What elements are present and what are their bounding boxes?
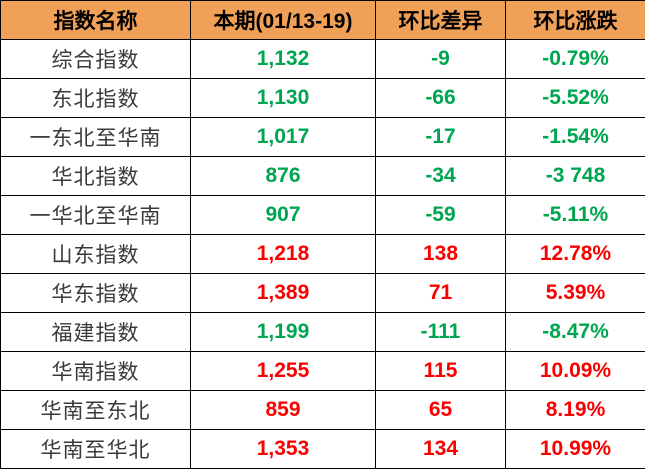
cell-mom-difference: -66 (376, 79, 506, 118)
cell-mom-change: -0.79% (506, 40, 645, 79)
cell-mom-change: 8.19% (506, 391, 645, 430)
cell-mom-difference: 65 (376, 391, 506, 430)
cell-mom-difference: 138 (376, 235, 506, 274)
cell-mom-change: -3 748 (506, 157, 645, 196)
cell-mom-difference: -111 (376, 313, 506, 352)
column-header-current-period: 本期(01/13-19) (191, 1, 376, 40)
cell-current-period: 1,130 (191, 79, 376, 118)
cell-index-name: 东北指数 (1, 79, 191, 118)
cell-mom-difference: 71 (376, 274, 506, 313)
cell-current-period: 1,017 (191, 118, 376, 157)
cell-index-name: 华东指数 (1, 274, 191, 313)
cell-mom-difference: -17 (376, 118, 506, 157)
cell-current-period: 876 (191, 157, 376, 196)
cell-index-name: 一华北至华南 (1, 196, 191, 235)
cell-index-name: 福建指数 (1, 313, 191, 352)
cell-current-period: 1,389 (191, 274, 376, 313)
cell-mom-change: 12.78% (506, 235, 645, 274)
cell-mom-change: -5.52% (506, 79, 645, 118)
cell-mom-difference: 134 (376, 430, 506, 469)
cell-mom-change: -1.54% (506, 118, 645, 157)
cell-current-period: 1,132 (191, 40, 376, 79)
cell-mom-difference: -34 (376, 157, 506, 196)
table-header: 指数名称 本期(01/13-19) 环比差异 环比涨跌 (1, 1, 645, 40)
cell-mom-change: -8.47% (506, 313, 645, 352)
cell-current-period: 859 (191, 391, 376, 430)
cell-current-period: 907 (191, 196, 376, 235)
column-header-mom-difference: 环比差异 (376, 1, 506, 40)
cell-index-name: 华北指数 (1, 157, 191, 196)
cell-index-name: 华南至东北 (1, 391, 191, 430)
cell-current-period: 1,353 (191, 430, 376, 469)
cell-mom-change: -5.11% (506, 196, 645, 235)
cell-mom-change: 5.39% (506, 274, 645, 313)
cell-index-name: 华南指数 (1, 352, 191, 391)
cell-mom-change: 10.09% (506, 352, 645, 391)
column-header-mom-change: 环比涨跌 (506, 1, 645, 40)
cell-mom-difference: 115 (376, 352, 506, 391)
table-header-row: 指数名称 本期(01/13-19) 环比差异 环比涨跌 (1, 1, 645, 40)
cell-current-period: 1,199 (191, 313, 376, 352)
cell-mom-difference: -59 (376, 196, 506, 235)
cell-index-name: 华南至华北 (1, 430, 191, 469)
cell-index-name: 一东北至华南 (1, 118, 191, 157)
cell-mom-change: 10.99% (506, 430, 645, 469)
cell-index-name: 综合指数 (1, 40, 191, 79)
cell-current-period: 1,218 (191, 235, 376, 274)
column-header-index-name: 指数名称 (1, 1, 191, 40)
cell-index-name: 山东指数 (1, 235, 191, 274)
cell-mom-difference: -9 (376, 40, 506, 79)
cell-current-period: 1,255 (191, 352, 376, 391)
